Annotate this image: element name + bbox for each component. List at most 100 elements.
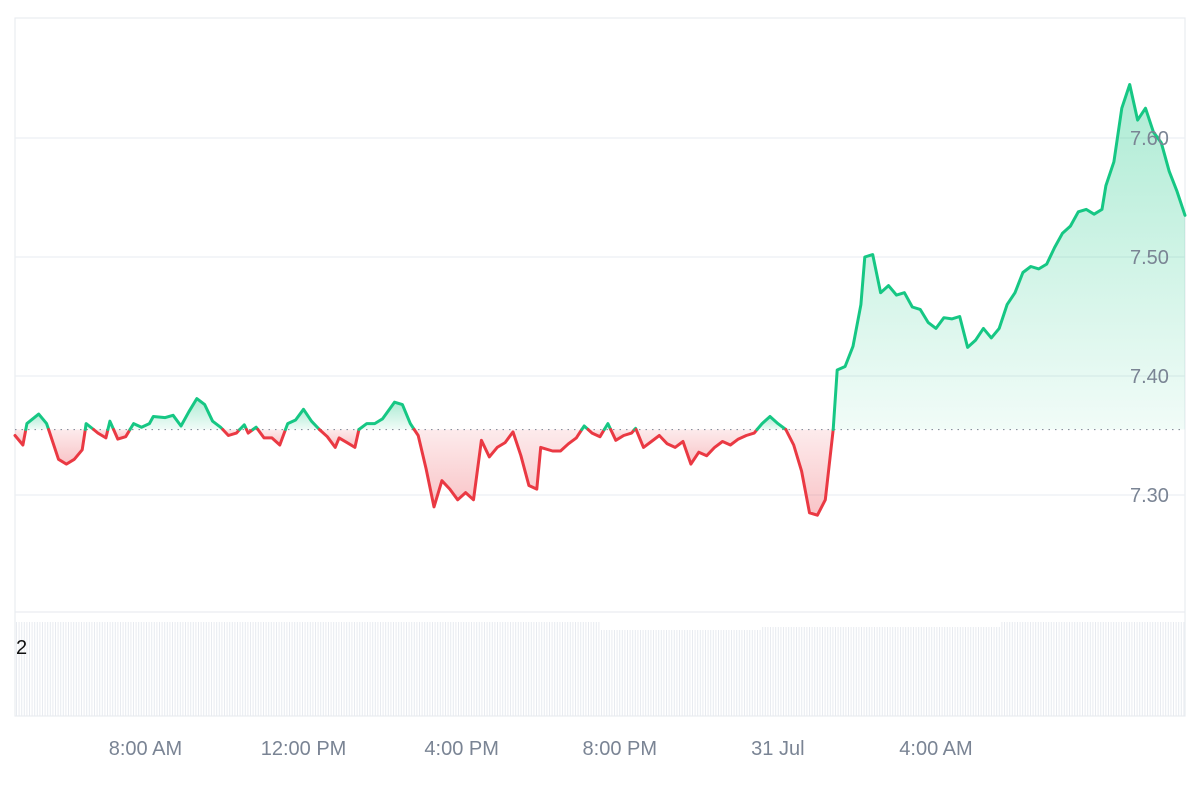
line-above-baseline	[357, 400, 416, 431]
volume-bar	[281, 622, 283, 716]
volume-bar	[1160, 622, 1161, 716]
volume-bar	[1006, 622, 1008, 716]
volume-bar	[564, 622, 566, 716]
line-above-baseline	[284, 407, 321, 431]
volume-bar	[614, 630, 615, 716]
volume-bar	[473, 622, 475, 716]
line-above-baseline	[831, 83, 1187, 431]
volume-bar	[408, 622, 410, 716]
volume-bar	[957, 627, 959, 716]
volume-bar	[595, 622, 597, 716]
volume-bar	[1024, 622, 1026, 716]
volume-bar	[905, 627, 907, 716]
volume-bar	[746, 630, 748, 716]
x-tick-label: 12:00 PM	[261, 738, 347, 760]
volume-bar	[627, 630, 628, 716]
volume-bar	[346, 622, 348, 716]
volume-bar	[868, 627, 870, 716]
volume-bar	[1084, 622, 1086, 716]
volume-bar	[242, 622, 244, 716]
volume-bar	[1043, 622, 1044, 716]
volume-bar	[354, 622, 355, 716]
volume-bar	[1089, 622, 1091, 716]
volume-bar	[26, 622, 28, 716]
volume-bar	[325, 622, 327, 716]
volume-bar	[18, 622, 20, 716]
volume-bar	[205, 622, 207, 716]
volume-bar	[715, 630, 717, 716]
volume-bar	[1170, 622, 1172, 716]
volume-bar	[369, 622, 371, 716]
volume-bar	[858, 627, 860, 716]
volume-bar	[835, 627, 836, 716]
area-above-baseline	[757, 416, 786, 430]
volume-bar	[728, 630, 730, 716]
volume-bar	[1110, 622, 1112, 716]
volume-bar	[1175, 622, 1177, 716]
volume-bar	[530, 622, 532, 716]
volume-bar	[16, 622, 17, 716]
volume-bar	[380, 622, 381, 716]
volume-bar	[725, 630, 727, 716]
x-tick-label: 8:00 AM	[109, 738, 182, 760]
area-above-baseline	[358, 402, 415, 430]
volume-bar	[637, 630, 639, 716]
volume-bar	[640, 630, 641, 716]
volume-bar	[533, 622, 535, 716]
volume-bar	[718, 630, 719, 716]
volume-bar	[606, 630, 608, 716]
volume-bar	[738, 630, 740, 716]
volume-bar	[1134, 622, 1135, 716]
volume-bar	[198, 622, 199, 716]
volume-bar	[224, 622, 225, 716]
volume-bar	[455, 622, 457, 716]
volume-bar	[159, 622, 160, 716]
volume-bar	[871, 627, 873, 716]
volume-bar	[1165, 622, 1167, 716]
volume-bar	[1035, 622, 1037, 716]
volume-bar	[1126, 622, 1128, 716]
volume-bar	[666, 630, 667, 716]
volume-bar	[671, 630, 673, 716]
volume-bar	[361, 622, 363, 716]
volume-bar	[478, 622, 480, 716]
volume-bar	[203, 622, 205, 716]
volume-bar	[933, 627, 935, 716]
line-below-baseline	[92, 428, 110, 440]
volume-bar	[712, 630, 714, 716]
volume-bar	[702, 630, 704, 716]
volume-bar	[772, 627, 774, 716]
volume-bar	[250, 622, 251, 716]
volume-bar	[962, 627, 964, 716]
volume-bar	[179, 622, 181, 716]
volume-bar	[364, 622, 366, 716]
volume-bar	[660, 630, 662, 716]
line-below-baseline	[245, 428, 255, 435]
volume-bar	[736, 630, 738, 716]
volume-bar	[793, 627, 795, 716]
volume-bar	[915, 627, 917, 716]
volume-bar	[42, 622, 43, 716]
volume-bar	[679, 630, 680, 716]
volume-bar	[866, 627, 868, 716]
volume-bar	[598, 622, 600, 716]
volume-bar	[785, 627, 787, 716]
line-above-baseline	[128, 397, 225, 431]
volume-bar	[432, 622, 433, 716]
volume-bar	[44, 622, 46, 716]
line-below-baseline	[412, 428, 584, 509]
volume-bar	[421, 622, 423, 716]
volume-bar	[1108, 622, 1109, 716]
line-above-baseline	[83, 422, 96, 431]
volume-bar	[416, 622, 418, 716]
volume-bar	[874, 627, 875, 716]
volume-bar	[887, 627, 888, 716]
volume-bar	[593, 622, 595, 716]
area-above-baseline	[130, 398, 223, 430]
area-below-baseline	[636, 429, 758, 465]
volume-bar	[801, 627, 803, 716]
volume-bar	[395, 622, 397, 716]
volume-bar	[1022, 622, 1024, 716]
volume-bar	[569, 622, 571, 716]
volume-bar	[164, 622, 166, 716]
